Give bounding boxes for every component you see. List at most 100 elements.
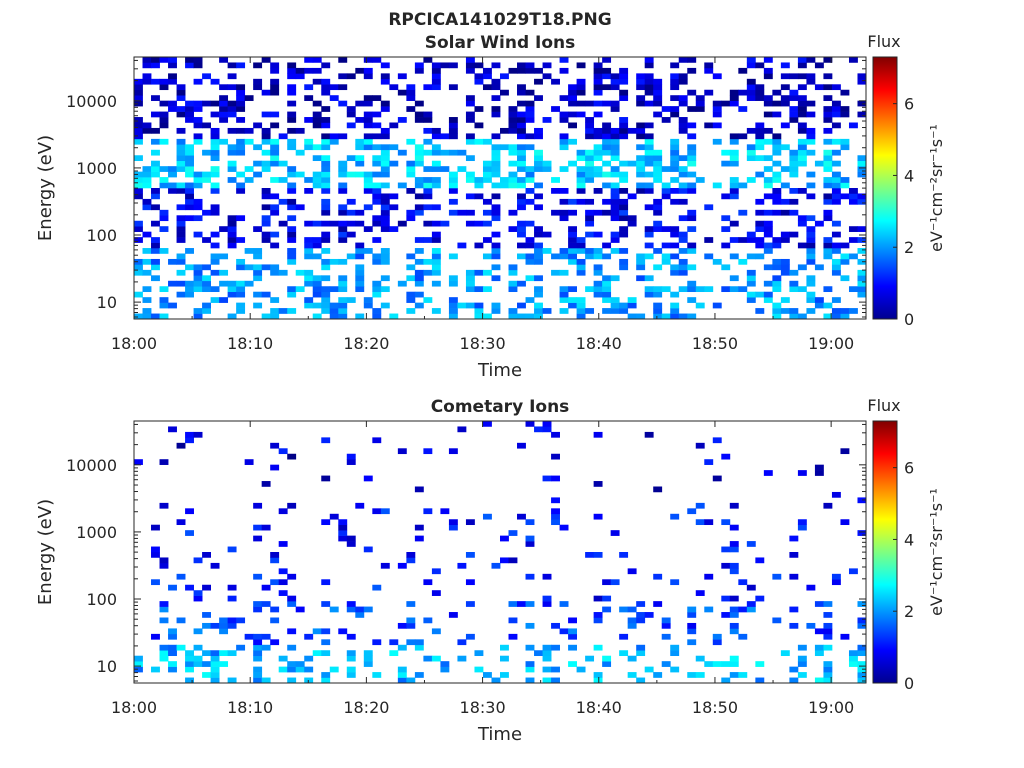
heatmap-cell [321,62,331,69]
heatmap-cell [355,280,365,287]
heatmap-cell [287,308,297,314]
heatmap-cell [210,269,220,276]
heatmap-cell [610,209,620,216]
heatmap-cell [312,155,322,162]
heatmap-cell [525,519,535,526]
heatmap-cell [219,650,229,657]
heatmap-cell [653,308,663,314]
heatmap-cell [355,117,365,123]
heatmap-cell [321,133,331,140]
heatmap-cell [542,475,552,482]
heatmap-cell [806,171,816,178]
heatmap-cell [338,226,348,232]
heatmap-cell [321,160,331,167]
heatmap-cell [253,171,263,178]
heatmap-cell [542,117,552,123]
heatmap-cell [508,269,518,276]
heatmap-cell [389,160,399,167]
heatmap-cell [193,177,203,183]
heatmap-cell [304,84,314,91]
heatmap-cell [500,89,509,96]
heatmap-cell [414,280,424,287]
heatmap-cell [372,215,382,222]
heatmap-cell [704,67,714,74]
heatmap-cell [619,633,629,640]
heatmap-cell [644,89,654,96]
heatmap-cell [534,650,543,657]
heatmap-cell [134,171,143,178]
heatmap-cell [559,291,569,298]
heatmap-cell [210,286,220,293]
heatmap-cell [525,117,535,123]
heatmap-cell [338,57,348,63]
heatmap-cell [406,253,416,260]
heatmap-cell [185,193,194,200]
heatmap-cell [304,220,314,227]
heatmap-cell [304,275,314,282]
heatmap-cell [185,248,194,254]
heatmap-cell [772,308,782,314]
heatmap-cell [261,160,271,167]
heatmap-cell [304,269,314,276]
heatmap-cell [848,198,858,205]
heatmap-cell [746,275,756,282]
heatmap-cell [704,286,714,293]
heatmap-cell [219,269,229,276]
heatmap-cell [448,171,458,178]
heatmap-cell [372,155,382,162]
heatmap-cell [414,486,424,493]
heatmap-cell [687,149,697,156]
heatmap-cell [355,313,365,320]
heatmap-cell [185,655,194,662]
heatmap-cell [482,286,492,293]
heatmap-cell [219,253,229,260]
heatmap-cell [551,677,560,684]
heatmap-cell [840,313,850,320]
heatmap-cell [346,655,356,662]
heatmap-cell [380,127,390,134]
heatmap-cell [329,286,339,293]
heatmap-cell [653,95,663,101]
heatmap-cell [312,237,322,243]
heatmap-cell [593,62,603,69]
heatmap-cell [321,639,331,646]
heatmap-cell [261,481,271,487]
heatmap-cell [244,633,254,640]
heatmap-cell [593,677,603,684]
heatmap-cell [814,644,824,651]
heatmap-cell [644,291,654,298]
heatmap-cell [644,242,654,249]
heatmap-cell [202,177,211,183]
heatmap-cell [448,313,458,320]
y-tick-label: 10000 [66,456,117,475]
heatmap-cell [534,302,543,309]
heatmap-cell [772,198,782,205]
heatmap-cell [585,166,595,172]
heatmap-cell [406,557,416,564]
heatmap-cell [236,127,246,134]
heatmap-cell [763,73,773,80]
heatmap-cell [159,302,169,309]
heatmap-cell [848,122,858,129]
heatmap-cell [661,106,671,112]
heatmap-cell [312,313,322,320]
heatmap-cell [321,248,331,254]
heatmap-cell [670,242,680,249]
heatmap-cell [406,89,416,96]
heatmap-cell [542,308,552,314]
heatmap-cell [491,78,501,85]
heatmap-cell [857,73,867,80]
heatmap-cell [261,313,271,320]
heatmap-cell [270,67,280,74]
heatmap-cell [176,182,186,189]
heatmap-cell [151,524,160,531]
heatmap-cell [287,62,297,69]
heatmap-cell [857,198,867,205]
heatmap-cell [321,188,331,194]
heatmap-cell [406,291,416,298]
heatmap-cell [159,502,169,509]
heatmap-cell [423,111,433,118]
heatmap-cell [482,160,492,167]
heatmap-cell [134,138,143,145]
heatmap-cells [134,421,867,684]
